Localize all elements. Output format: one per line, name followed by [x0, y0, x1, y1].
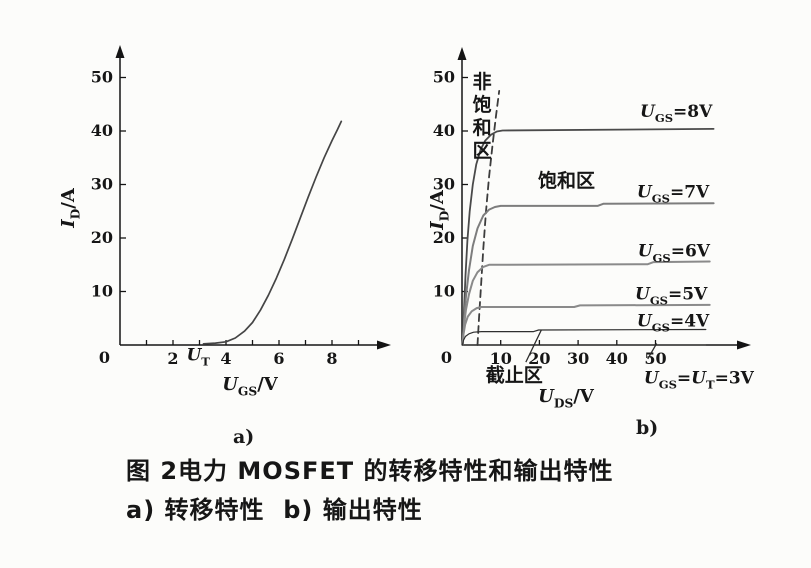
svg-text:ID/A: ID/A: [58, 187, 82, 229]
svg-text:UGS=4V: UGS=4V: [637, 311, 710, 334]
svg-text:50: 50: [91, 68, 113, 87]
svg-text:20: 20: [91, 228, 113, 247]
svg-text:非饱和区: 非饱和区: [473, 71, 492, 162]
subfigure-label-a: a): [233, 426, 255, 448]
svg-text:50: 50: [644, 349, 666, 368]
svg-text:50: 50: [433, 68, 455, 87]
svg-text:截止区: 截止区: [486, 363, 543, 386]
svg-text:UGS=8V: UGS=8V: [640, 102, 713, 125]
figure-subcaption: a) 转移特性 b) 输出特性: [126, 496, 423, 524]
figure-caption: 图 2电力 MOSFET 的转移特性和输出特性: [126, 457, 614, 485]
svg-text:UGS=6V: UGS=6V: [638, 242, 711, 265]
svg-text:UT: UT: [186, 346, 210, 369]
svg-text:4: 4: [220, 349, 231, 368]
subfigure-label-b: b): [636, 417, 659, 439]
svg-text:UGS=7V: UGS=7V: [637, 182, 710, 205]
svg-text:30: 30: [433, 175, 455, 194]
svg-text:30: 30: [567, 349, 589, 368]
svg-text:ID/A: ID/A: [427, 189, 451, 231]
svg-text:UGS=5V: UGS=5V: [635, 285, 708, 308]
transfer-characteristic-chart: 2 4 6 8 10 20 30 40 50 0 UT UGS/V ID/A: [58, 45, 391, 398]
svg-text:2: 2: [167, 349, 178, 368]
svg-text:40: 40: [606, 349, 628, 368]
svg-text:40: 40: [433, 121, 455, 140]
svg-text:20: 20: [528, 349, 550, 368]
output-characteristic-chart: 10 20 30 40 50 10 20 30 40 50 0 UGS=8V UGS=7V UGS=6V U…: [427, 47, 755, 410]
svg-text:0: 0: [441, 348, 452, 367]
svg-text:40: 40: [91, 121, 113, 140]
svg-text:10: 10: [433, 282, 455, 301]
svg-text:20: 20: [433, 228, 455, 247]
svg-text:10: 10: [91, 282, 113, 301]
svg-text:UGS/V: UGS/V: [222, 374, 279, 398]
svg-text:UDS/V: UDS/V: [538, 386, 595, 410]
svg-text:30: 30: [91, 175, 113, 194]
svg-text:饱和区: 饱和区: [538, 169, 595, 192]
svg-text:6: 6: [273, 349, 284, 368]
svg-text:UGS=UT=3V: UGS=UT=3V: [644, 369, 755, 392]
svg-text:0: 0: [99, 348, 110, 367]
svg-text:10: 10: [490, 349, 512, 368]
svg-text:8: 8: [326, 349, 337, 368]
